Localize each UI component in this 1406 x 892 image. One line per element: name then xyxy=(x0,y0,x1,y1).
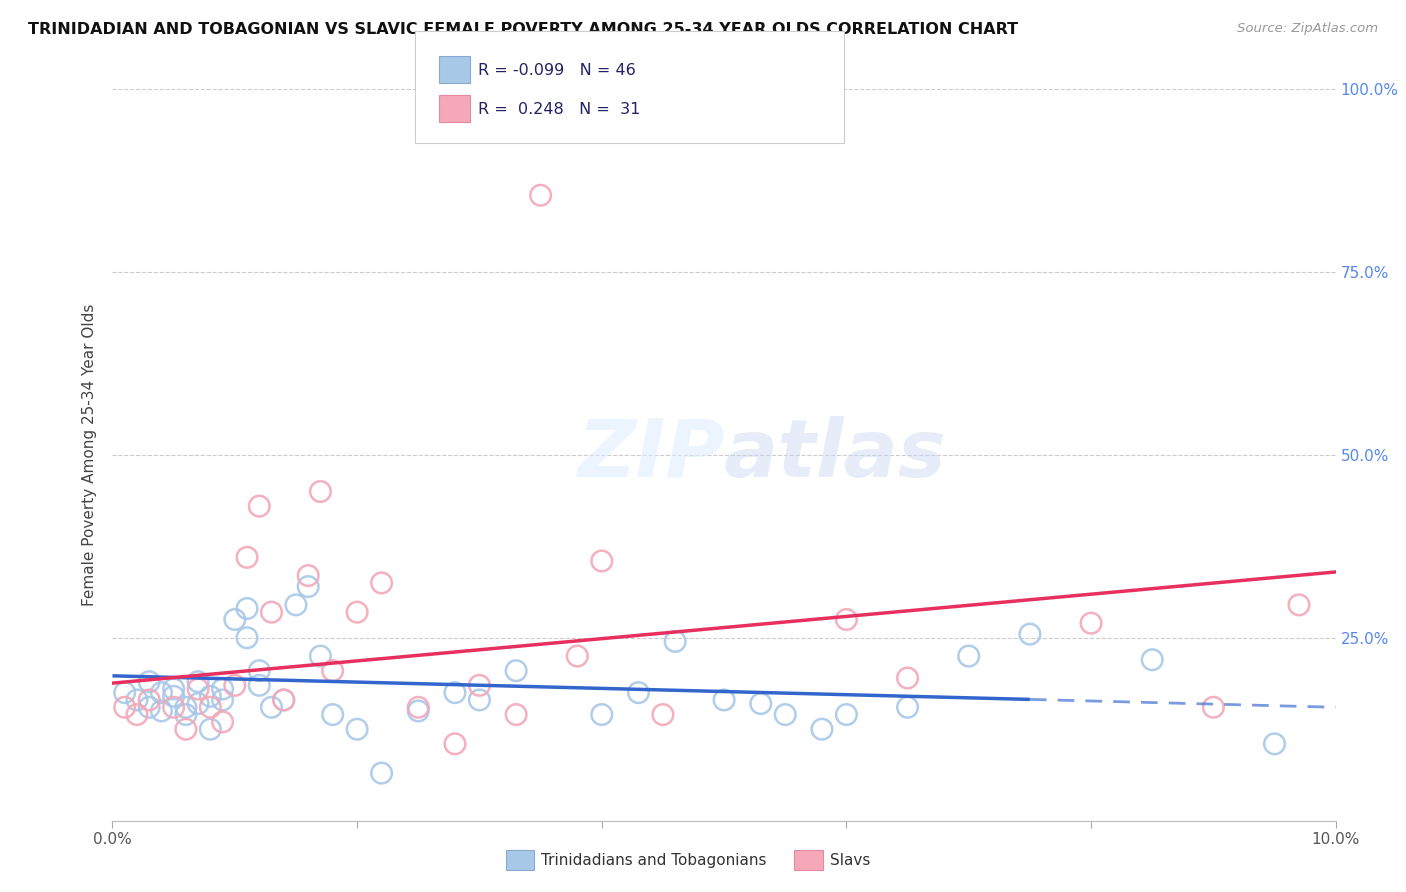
Point xyxy=(370,576,392,591)
Point xyxy=(749,697,772,711)
Point xyxy=(138,693,160,707)
Text: Source: ZipAtlas.com: Source: ZipAtlas.com xyxy=(1237,22,1378,36)
Point xyxy=(273,693,295,707)
Point xyxy=(174,723,197,737)
Point xyxy=(346,723,368,737)
Point xyxy=(247,499,270,513)
Point xyxy=(370,766,392,780)
Point xyxy=(260,700,283,714)
Point xyxy=(309,484,332,499)
Point xyxy=(322,707,344,722)
Point xyxy=(163,681,186,696)
Point xyxy=(652,707,675,722)
Point xyxy=(174,700,197,714)
Point xyxy=(200,723,222,737)
Text: R =  0.248   N =  31: R = 0.248 N = 31 xyxy=(478,103,640,117)
Point xyxy=(114,686,136,700)
Point xyxy=(627,686,650,700)
Point xyxy=(897,671,920,685)
Text: atlas: atlas xyxy=(724,416,946,494)
Point xyxy=(505,664,527,678)
Point xyxy=(297,568,319,582)
Point xyxy=(163,700,186,714)
Point xyxy=(200,690,222,704)
Point xyxy=(247,664,270,678)
Point xyxy=(664,634,686,648)
Y-axis label: Female Poverty Among 25-34 Year Olds: Female Poverty Among 25-34 Year Olds xyxy=(82,304,97,606)
Point xyxy=(567,649,589,664)
Point xyxy=(1202,700,1225,714)
Point xyxy=(187,697,209,711)
Point xyxy=(1288,598,1310,612)
Point xyxy=(297,580,319,594)
Point xyxy=(138,700,160,714)
Point xyxy=(211,693,233,707)
Text: Trinidadians and Tobagonians: Trinidadians and Tobagonians xyxy=(541,854,766,868)
Point xyxy=(444,686,467,700)
Point xyxy=(444,737,467,751)
Point xyxy=(1018,627,1040,641)
Point xyxy=(150,686,173,700)
Point xyxy=(200,700,222,714)
Text: R = -0.099   N = 46: R = -0.099 N = 46 xyxy=(478,63,636,78)
Point xyxy=(211,681,233,696)
Point xyxy=(163,690,186,704)
Point xyxy=(174,707,197,722)
Point xyxy=(247,678,270,692)
Point xyxy=(811,723,834,737)
Point xyxy=(1264,737,1286,751)
Point xyxy=(125,707,148,722)
Point xyxy=(114,700,136,714)
Point xyxy=(187,681,209,696)
Point xyxy=(309,649,332,664)
Point xyxy=(260,605,283,619)
Point xyxy=(591,707,613,722)
Point xyxy=(835,707,858,722)
Point xyxy=(125,693,148,707)
Point xyxy=(468,678,491,692)
Text: Slavs: Slavs xyxy=(830,854,870,868)
Point xyxy=(224,613,246,627)
Point xyxy=(322,664,344,678)
Point xyxy=(408,704,430,718)
Text: ZIP: ZIP xyxy=(576,416,724,494)
Point xyxy=(1142,653,1164,667)
Point xyxy=(505,707,527,722)
Point xyxy=(468,693,491,707)
Point xyxy=(713,693,735,707)
Point xyxy=(835,613,858,627)
Point xyxy=(591,554,613,568)
Point xyxy=(224,678,246,692)
Point xyxy=(150,704,173,718)
Text: TRINIDADIAN AND TOBAGONIAN VS SLAVIC FEMALE POVERTY AMONG 25-34 YEAR OLDS CORREL: TRINIDADIAN AND TOBAGONIAN VS SLAVIC FEM… xyxy=(28,22,1018,37)
Point xyxy=(284,598,308,612)
Point xyxy=(236,601,259,615)
Point xyxy=(530,188,553,202)
Point xyxy=(273,693,295,707)
Point xyxy=(236,550,259,565)
Point xyxy=(236,631,259,645)
Point xyxy=(1080,616,1102,631)
Point xyxy=(897,700,920,714)
Point xyxy=(408,700,430,714)
Point xyxy=(211,714,233,729)
Point xyxy=(775,707,797,722)
Point xyxy=(138,674,160,689)
Point xyxy=(957,649,980,664)
Point xyxy=(346,605,368,619)
Point xyxy=(187,674,209,689)
